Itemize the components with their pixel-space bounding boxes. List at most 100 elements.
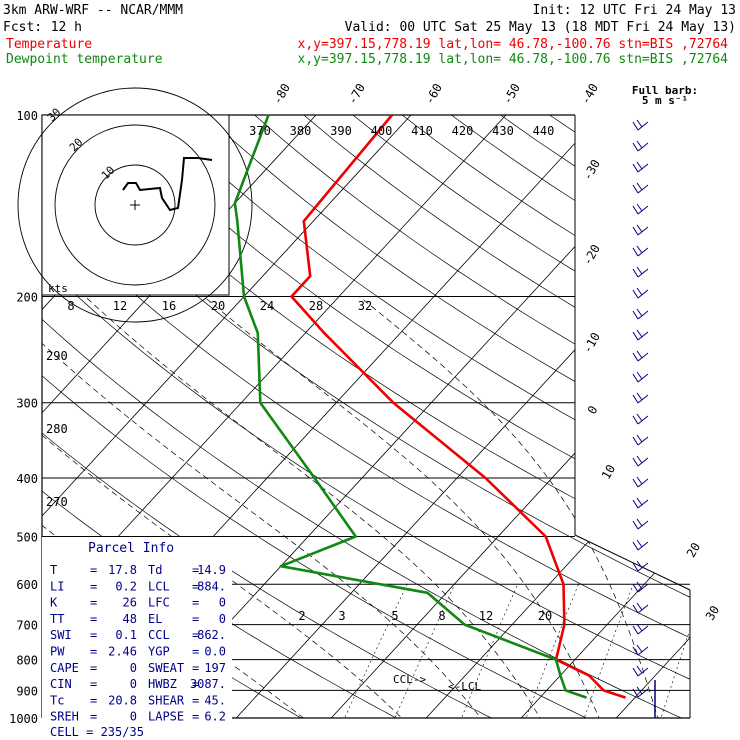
isotherm-line bbox=[224, 115, 690, 718]
model-title: 3km ARW-WRF -- NCAR/MMM bbox=[3, 3, 183, 18]
dry-adiabat bbox=[352, 115, 690, 718]
parcel-value: 0 bbox=[130, 661, 137, 675]
barb-staff bbox=[637, 163, 649, 173]
isotherm-line bbox=[42, 115, 329, 718]
speed-axis-label: 20 bbox=[211, 299, 225, 313]
dry-adiabat bbox=[451, 115, 690, 718]
dry-adiabat bbox=[57, 115, 690, 718]
barb-flag bbox=[636, 602, 643, 611]
wind-barb bbox=[632, 476, 649, 488]
barb-flag bbox=[636, 371, 643, 380]
parcel-eq: = bbox=[192, 579, 199, 593]
wind-barbs bbox=[632, 119, 656, 718]
barb-flag bbox=[636, 560, 643, 569]
barb-staff bbox=[637, 352, 649, 362]
parcel-key: PW bbox=[50, 645, 65, 659]
dry-adiabat bbox=[106, 115, 690, 718]
pressure-tick-label: 800 bbox=[16, 654, 38, 668]
barb-staff bbox=[637, 121, 649, 131]
dry-adiabat bbox=[42, 115, 690, 718]
parcel-value: 2.46 bbox=[108, 645, 137, 659]
barb-staff bbox=[637, 436, 649, 446]
hodograph-ring bbox=[17, 87, 253, 323]
ccl-marker: CCL-> bbox=[393, 673, 426, 686]
barb-flag bbox=[632, 562, 639, 572]
mixing-ratio-line bbox=[521, 584, 579, 718]
isotherm-label: -60 bbox=[422, 81, 445, 107]
barb-flag bbox=[636, 245, 643, 254]
isotherm-label: -70 bbox=[345, 81, 368, 107]
wind-barb bbox=[632, 266, 649, 278]
theta-label: 390 bbox=[330, 124, 352, 138]
barb-flag bbox=[636, 224, 643, 233]
barb-flag bbox=[636, 329, 643, 338]
barb-staff bbox=[637, 499, 649, 509]
parcel-value: 20.8 bbox=[108, 693, 137, 707]
barb-flag bbox=[632, 226, 639, 236]
hodograph-units: kts bbox=[48, 282, 68, 295]
dry-adiabat bbox=[303, 115, 690, 718]
parcel-key: LAPSE bbox=[148, 710, 184, 724]
parcel-eq: = bbox=[90, 612, 97, 626]
barb-staff bbox=[637, 268, 649, 278]
parcel-value: 3087. bbox=[190, 677, 226, 691]
parcel-key: Td bbox=[148, 563, 162, 577]
barb-flag bbox=[636, 497, 643, 506]
dry-adiabat bbox=[42, 115, 690, 718]
parcel-key: SWI bbox=[50, 628, 72, 642]
valid-time: Valid: 00 UTC Sat 25 May 13 (18 MDT Fri … bbox=[345, 20, 736, 35]
mixing-ratio-line bbox=[389, 584, 456, 718]
isotherm-label: -40 bbox=[578, 81, 601, 107]
barb-flag bbox=[632, 352, 639, 362]
parcel-key: LI bbox=[50, 579, 64, 593]
barb-flag bbox=[632, 604, 639, 614]
dry-adiabat bbox=[549, 115, 690, 718]
pressure-tick-label: 200 bbox=[16, 291, 38, 305]
wind-barb bbox=[632, 161, 649, 173]
moist-adiabat bbox=[42, 296, 320, 718]
wind-barb bbox=[632, 644, 649, 656]
isotherm-label: -80 bbox=[270, 81, 293, 107]
parcel-key: Tc bbox=[50, 693, 64, 707]
parcel-eq: = bbox=[192, 612, 199, 626]
moist-adiabat bbox=[203, 296, 605, 718]
pressure-tick-label: 400 bbox=[16, 472, 38, 486]
speed-axis-label: 24 bbox=[260, 299, 274, 313]
parcel-eq: = bbox=[90, 628, 97, 642]
speed-axis-label: 28 bbox=[309, 299, 323, 313]
left-theta-label: 280 bbox=[46, 422, 68, 436]
barb-flag bbox=[632, 142, 639, 152]
isotherm-line bbox=[42, 115, 424, 718]
wind-barb bbox=[632, 203, 649, 215]
wind-barb bbox=[632, 602, 649, 614]
parcel-value: 862. bbox=[197, 628, 226, 642]
barb-flag bbox=[632, 268, 639, 278]
barb-staff bbox=[637, 457, 649, 467]
dry-adiabat bbox=[647, 115, 690, 718]
barb-staff bbox=[637, 394, 649, 404]
parcel-value: 0.2 bbox=[115, 579, 137, 593]
barb-staff bbox=[637, 625, 649, 635]
mixing-ratio-label: 20 bbox=[538, 609, 552, 623]
wind-barb bbox=[632, 539, 649, 551]
parcel-value: 45. bbox=[204, 693, 226, 707]
wind-barb bbox=[632, 518, 649, 530]
parcel-value: 0 bbox=[219, 596, 226, 610]
barb-staff bbox=[637, 415, 649, 425]
isotherm-label: -20 bbox=[580, 242, 603, 268]
sounding-profiles bbox=[233, 114, 626, 699]
parcel-key: CAPE bbox=[50, 661, 79, 675]
barb-flag bbox=[632, 688, 639, 698]
wind-barb bbox=[632, 182, 649, 194]
parcel-key: HWBZ bbox=[148, 677, 177, 691]
speed-axis-label: 16 bbox=[162, 299, 176, 313]
mixing-ratio-label: 5 bbox=[391, 609, 398, 623]
barb-flag bbox=[636, 140, 643, 149]
barb-flag bbox=[636, 644, 643, 653]
barb-staff bbox=[637, 205, 649, 215]
barb-flag bbox=[632, 478, 639, 488]
pressure-tick-label: 700 bbox=[16, 619, 38, 633]
barb-staff bbox=[637, 520, 649, 530]
dewpoint-location: x,y=397.15,778.19 lat,lon= 46.78,-100.76… bbox=[298, 52, 729, 67]
